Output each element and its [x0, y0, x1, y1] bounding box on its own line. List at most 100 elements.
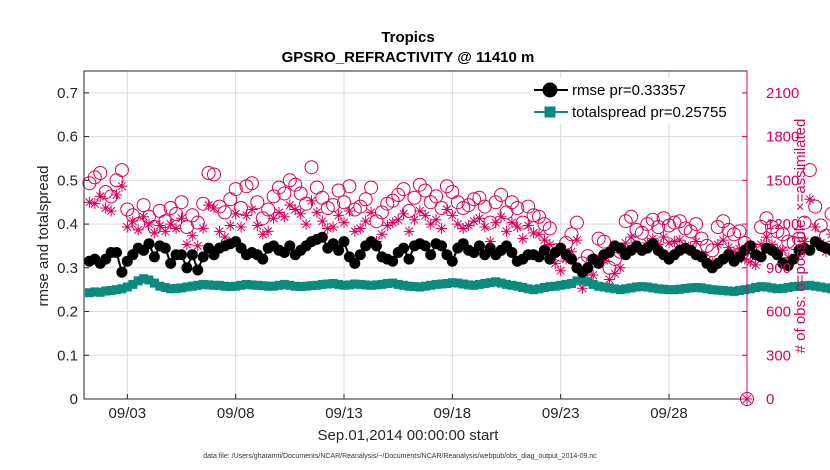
totalspread-point	[805, 280, 815, 290]
obs-possible-point	[120, 202, 135, 217]
obs-assimilated-point	[479, 221, 491, 233]
obs-assimilated-point	[750, 259, 762, 271]
totalspread-point	[680, 283, 690, 293]
obs-assimilated-point	[273, 206, 285, 218]
x-tick-label: 09/03	[109, 405, 147, 422]
totalspread-point	[139, 274, 149, 284]
obs-assimilated-point	[528, 227, 540, 239]
rmse-point	[788, 253, 800, 265]
obs-possible-point	[423, 195, 438, 210]
x-axis-label: Sep.01,2014 00:00:00 start	[318, 427, 500, 444]
axes: 09/03 09/08 09/13 09/18 09/23 09/28 0 0.1 0.2 0.3…	[57, 71, 799, 422]
obs-possible-point	[797, 215, 812, 230]
totalspread-point	[144, 275, 154, 285]
obs-possible-point	[163, 201, 178, 215]
obs-assimilated-point	[473, 212, 485, 224]
obs-assimilated-point	[761, 231, 772, 243]
rmse-point	[349, 257, 361, 269]
totalspread-point	[799, 281, 809, 291]
totalspread-point	[707, 285, 717, 295]
obs-possible-point	[521, 199, 536, 214]
totalspread-point	[702, 284, 712, 294]
x-tick-label: 09/23	[542, 405, 580, 422]
totalspread-point	[507, 280, 517, 290]
rmse-point	[197, 251, 209, 263]
obs-possible-point	[207, 167, 221, 182]
obs-assimilated-point	[495, 211, 507, 223]
y-tick-label-right: 1800	[766, 129, 799, 146]
totalspread-point	[155, 281, 165, 291]
totalspread-point	[539, 283, 549, 292]
totalspread-point	[182, 282, 192, 292]
totalspread-point	[334, 279, 344, 289]
obs-assimilated-point	[257, 228, 269, 240]
totalspread-point	[415, 282, 425, 292]
totalspread-point	[729, 286, 739, 296]
obs-possible-point	[504, 195, 519, 210]
obs-possible-point	[494, 187, 509, 202]
totalspread-point	[447, 278, 457, 288]
totalspread-point	[529, 285, 539, 295]
obs-assimilated-point	[213, 225, 225, 237]
obs-possible-point	[683, 224, 698, 239]
y-axis-label-right: # of obs: o=possible; ×=assimilated	[792, 119, 809, 354]
totalspread-point	[734, 286, 744, 295]
obs-possible-point	[672, 214, 687, 229]
rmse-point	[506, 247, 518, 258]
legend-rmse-marker	[542, 82, 558, 98]
obs-possible-point	[337, 195, 351, 210]
rmse-point	[176, 249, 187, 261]
obs-assimilated-point	[668, 236, 680, 248]
obs-assimilated-point	[441, 203, 453, 215]
series-layer	[82, 160, 830, 406]
totalspread-point	[301, 281, 311, 291]
obs-assimilated-point	[251, 220, 263, 232]
obs-assimilated-point	[181, 238, 193, 250]
legend-rmse-label: rmse pr=0.33357	[572, 82, 686, 99]
obs-assimilated-point	[360, 215, 372, 227]
totalspread-point	[171, 283, 181, 293]
obs-possible-point	[450, 195, 465, 210]
obs-assimilated-point	[777, 244, 789, 256]
rmse-point	[403, 253, 415, 265]
obs-possible-point	[716, 214, 731, 229]
totalspread-point	[279, 279, 289, 289]
obs-possible-point	[358, 192, 373, 207]
obs-assimilated-point	[798, 236, 810, 248]
totalspread-point	[117, 284, 127, 294]
obs-possible-point	[526, 208, 541, 223]
obs-possible-point	[699, 238, 714, 253]
obs-assimilated-point	[804, 193, 816, 205]
rmse-point	[143, 238, 155, 250]
totalspread-point	[480, 279, 490, 288]
obs-possible-point	[694, 231, 709, 246]
obs-assimilated-point	[387, 217, 399, 229]
obs-assimilated-point	[365, 206, 377, 218]
totalspread-point	[583, 277, 593, 287]
totalspread-point	[420, 281, 430, 291]
obs-possible-point	[705, 243, 720, 258]
totalspread-point	[312, 280, 322, 290]
totalspread-point	[361, 280, 371, 290]
rmse-point	[425, 249, 437, 261]
obs-possible-point	[542, 221, 557, 236]
obs-assimilated-point	[609, 268, 621, 280]
totalspread-point	[160, 283, 170, 292]
totalspread-point	[724, 286, 734, 296]
totalspread-point	[404, 281, 414, 291]
obs-assimilated-point	[241, 209, 252, 221]
obs-assimilated-point	[306, 195, 317, 207]
obs-assimilated-point	[83, 196, 95, 208]
totalspread-point	[409, 282, 419, 292]
obs-possible-point	[764, 220, 779, 234]
y-tick-label-right: 1500	[766, 172, 799, 189]
totalspread-point	[442, 279, 452, 288]
obs-possible-point	[645, 212, 660, 227]
obs-possible-point	[467, 192, 481, 207]
totalspread-point	[713, 285, 723, 295]
totalspread-point	[214, 280, 224, 290]
rmse-point	[566, 253, 577, 265]
obs-assimilated-point	[566, 246, 577, 258]
obs-assimilated-point	[121, 221, 133, 233]
obs-possible-point	[82, 176, 97, 191]
